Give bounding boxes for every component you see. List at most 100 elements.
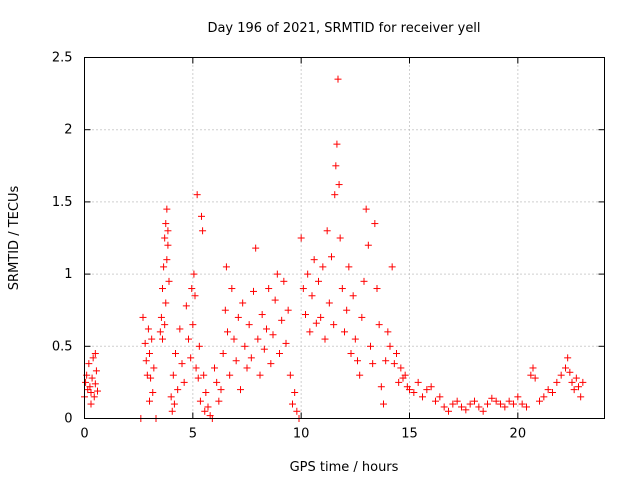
data-point: [85, 360, 93, 368]
data-point: [568, 378, 576, 386]
data-point: [356, 371, 364, 379]
data-point: [564, 354, 572, 362]
data-point: [382, 357, 390, 365]
data-point: [91, 380, 99, 388]
data-point: [501, 403, 509, 411]
data-point: [258, 311, 266, 319]
data-point: [89, 354, 97, 362]
data-point: [273, 270, 281, 278]
data-point: [386, 342, 394, 350]
data-point: [328, 253, 335, 261]
data-point: [423, 386, 431, 394]
data-point: [147, 374, 155, 382]
x-tick-label: 0: [80, 427, 88, 442]
data-point: [232, 357, 240, 365]
data-point: [176, 325, 184, 333]
data-point: [333, 140, 341, 148]
x-tick-label: 20: [510, 427, 527, 442]
data-point: [471, 397, 478, 405]
data-point: [263, 325, 270, 333]
data-point: [297, 234, 305, 242]
data-point: [86, 383, 94, 391]
data-point: [341, 328, 348, 336]
data-point: [436, 393, 444, 401]
data-point: [484, 400, 491, 408]
data-point: [195, 342, 203, 350]
data-point: [458, 403, 465, 411]
data-point: [414, 378, 422, 386]
data-point: [453, 397, 461, 405]
data-point: [164, 241, 172, 249]
data-point: [475, 403, 483, 411]
data-point: [406, 386, 413, 394]
data-point: [87, 400, 95, 408]
data-point: [544, 386, 552, 394]
data-point: [351, 335, 359, 343]
data-point: [566, 368, 574, 376]
data-point: [286, 371, 294, 379]
data-point: [92, 367, 100, 375]
data-point: [289, 400, 296, 408]
data-point: [188, 285, 196, 293]
data-point: [198, 212, 205, 220]
data-point: [250, 287, 257, 295]
data-point: [146, 350, 153, 358]
data-point: [161, 321, 169, 329]
data-point: [312, 319, 320, 327]
data-point: [169, 371, 177, 379]
data-point: [401, 371, 409, 379]
x-tick-label: 5: [189, 427, 197, 442]
data-point: [94, 387, 101, 395]
data-point: [347, 350, 355, 358]
data-point: [505, 397, 513, 405]
data-point: [91, 350, 99, 358]
data-point: [310, 256, 318, 264]
data-point: [222, 263, 230, 271]
data-point: [315, 277, 322, 285]
data-point: [256, 371, 264, 379]
data-point: [194, 374, 202, 382]
data-point: [82, 378, 90, 386]
data-point: [390, 360, 398, 368]
data-point: [335, 181, 343, 189]
data-point: [156, 328, 164, 336]
data-point: [280, 277, 288, 285]
data-point: [213, 378, 221, 386]
data-point: [143, 371, 151, 379]
data-point: [410, 389, 418, 397]
data-point: [224, 328, 231, 336]
data-point: [358, 313, 366, 321]
data-point: [557, 371, 565, 379]
data-point: [269, 331, 277, 339]
data-point: [254, 335, 262, 343]
data-point: [325, 299, 333, 307]
data-point: [308, 292, 316, 300]
data-point: [531, 374, 539, 382]
data-point: [306, 328, 314, 336]
y-tick-label: 2: [64, 123, 72, 138]
data-point: [276, 350, 283, 358]
data-point: [331, 191, 339, 199]
data-point: [367, 342, 374, 350]
data-point: [278, 316, 286, 324]
data-point: [284, 306, 292, 314]
data-point: [193, 191, 201, 199]
data-point: [245, 321, 253, 329]
data-point: [149, 389, 157, 397]
data-point: [304, 270, 312, 278]
data-point: [479, 407, 487, 415]
data-point: [200, 371, 208, 379]
data-point: [577, 393, 585, 401]
data-point: [139, 313, 147, 321]
data-point: [540, 393, 548, 401]
data-point: [432, 397, 439, 405]
data-point: [170, 400, 178, 408]
data-point: [228, 285, 236, 293]
data-point: [163, 205, 171, 213]
data-point: [362, 205, 370, 213]
y-tick-label: 0: [64, 412, 72, 427]
data-point: [395, 378, 403, 386]
data-point: [317, 313, 325, 321]
data-point: [510, 400, 517, 408]
